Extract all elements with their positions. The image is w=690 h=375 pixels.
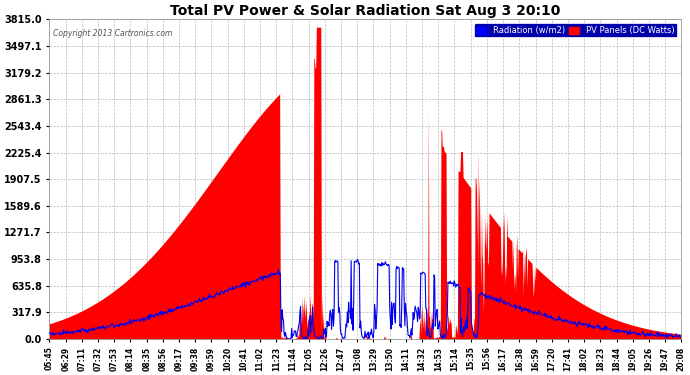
Legend: Radiation (w/m2), PV Panels (DC Watts): Radiation (w/m2), PV Panels (DC Watts)	[474, 24, 677, 38]
Title: Total PV Power & Solar Radiation Sat Aug 3 20:10: Total PV Power & Solar Radiation Sat Aug…	[170, 4, 560, 18]
Text: Copyright 2013 Cartronics.com: Copyright 2013 Cartronics.com	[52, 29, 172, 38]
